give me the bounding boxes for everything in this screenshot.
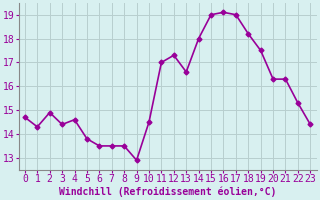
X-axis label: Windchill (Refroidissement éolien,°C): Windchill (Refroidissement éolien,°C) (59, 187, 276, 197)
